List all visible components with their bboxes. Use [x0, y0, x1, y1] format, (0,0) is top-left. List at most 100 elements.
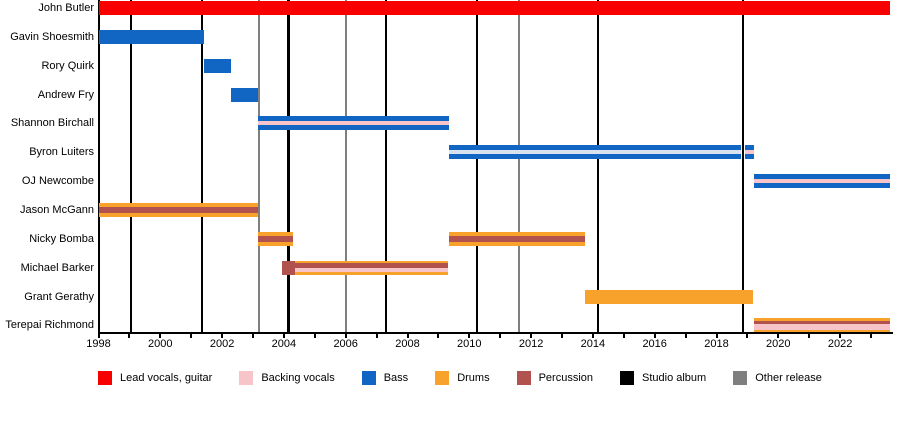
role-stripe [99, 212, 259, 217]
role-stripe [753, 174, 891, 180]
role-stripe [448, 150, 741, 155]
timeline-bar [745, 145, 754, 160]
role-stripe [258, 231, 293, 236]
legend-swatch-gray [733, 371, 748, 385]
x-axis-year-label: 2004 [271, 338, 297, 350]
studio-album-line [129, 0, 133, 333]
x-axis-tick [344, 333, 347, 338]
x-axis-year-label: 2022 [827, 338, 853, 350]
x-axis-tick [97, 333, 100, 338]
x-axis-tick [561, 333, 563, 338]
role-stripe [753, 179, 891, 183]
x-axis-year-label: 2020 [766, 338, 791, 350]
x-axis-year-label: 2008 [395, 338, 420, 350]
studio-album-line [200, 0, 204, 333]
role-stripe [99, 1, 891, 15]
legend-swatch-blue [361, 371, 376, 385]
x-axis-year-label: 2014 [580, 338, 606, 350]
legend-label: Bass [383, 372, 409, 384]
role-stripe [448, 241, 586, 246]
role-stripe [448, 231, 586, 236]
timeline-bar [99, 202, 259, 217]
legend-label: Percussion [538, 372, 593, 384]
legend-label: Lead vocals, guitar [120, 372, 213, 384]
x-axis-tick [221, 333, 224, 338]
legend-swatch-maroon [516, 371, 531, 385]
x-axis-tick [313, 333, 316, 338]
role-stripe [99, 202, 259, 208]
x-axis-tick [437, 333, 440, 338]
x-axis-tick [252, 333, 254, 338]
member-label: Shannon Birchall [10, 117, 94, 130]
studio-album-line [475, 0, 479, 333]
x-axis-tick [715, 333, 718, 338]
other-release-line [344, 0, 347, 333]
x-axis-year-label: 2018 [704, 338, 729, 350]
legend-item: Bass [361, 371, 409, 385]
role-stripe [258, 116, 449, 122]
legend: Lead vocals, guitar Backing vocals Bass Dru… [98, 371, 822, 385]
role-stripe [99, 29, 204, 44]
role-stripe [294, 267, 448, 273]
role-stripe [753, 330, 891, 333]
role-stripe [753, 320, 891, 325]
timeline-bar [282, 260, 295, 275]
role-stripe [294, 272, 448, 275]
timeline-bar [258, 116, 449, 131]
legend-label: Other release [755, 372, 822, 384]
x-axis-tick [684, 333, 687, 338]
role-stripe [448, 145, 741, 151]
role-stripe [294, 262, 448, 268]
x-axis-year-label: 1998 [86, 338, 111, 350]
timeline-bar [753, 174, 891, 189]
member-label: Jason McGann [20, 203, 94, 216]
role-stripe [99, 207, 259, 213]
member-label: Rory Quirk [41, 59, 94, 72]
role-stripe [753, 318, 891, 321]
x-axis-tick [468, 333, 471, 338]
legend-label: Studio album [642, 372, 707, 384]
studio-album-line [741, 0, 744, 333]
role-stripe [258, 236, 293, 242]
x-axis-tick [870, 333, 872, 338]
role-stripe [585, 289, 753, 304]
legend-swatch-black [620, 371, 634, 385]
x-axis-tick [591, 333, 594, 338]
studio-album-line [97, 0, 101, 333]
member-label: Byron Luiters [29, 146, 94, 159]
x-axis-tick [839, 333, 842, 338]
x-axis-year-label: 2010 [457, 338, 482, 350]
x-axis-tick [777, 333, 780, 338]
timeline-bar [203, 58, 232, 73]
member-label: Grant Gerathy [24, 290, 94, 303]
role-stripe [258, 125, 449, 131]
timeline-bar [448, 145, 741, 160]
role-stripe [745, 150, 754, 155]
x-axis-tick [190, 333, 193, 338]
member-label: Gavin Shoesmith [10, 30, 94, 43]
timeline-bar [231, 87, 259, 102]
x-axis-tick [530, 333, 533, 338]
studio-album-line [596, 0, 600, 333]
role-stripe [753, 183, 891, 189]
x-axis-year-label: 2016 [642, 338, 667, 350]
timeline-bar [99, 1, 891, 15]
role-stripe [745, 154, 754, 160]
x-axis-year-label: 2006 [333, 338, 358, 350]
member-label: John Butler [38, 2, 94, 14]
x-axis-year-label: 2012 [518, 338, 544, 350]
timeline-bar [258, 231, 293, 246]
x-axis-year-label: 2002 [209, 338, 235, 350]
legend-swatch-pink [239, 371, 254, 385]
x-axis-tick [808, 333, 811, 338]
role-stripe [745, 145, 754, 151]
timeline-bar [294, 260, 448, 275]
x-axis-tick [375, 333, 378, 338]
other-release-line [258, 0, 261, 333]
x-axis-year-label: 2000 [148, 338, 173, 350]
legend-label: Drums [457, 372, 490, 384]
legend-swatch-red [98, 371, 112, 385]
timeline-bar [99, 29, 204, 44]
x-axis-tick [128, 333, 131, 338]
x-axis-tick [746, 333, 749, 338]
